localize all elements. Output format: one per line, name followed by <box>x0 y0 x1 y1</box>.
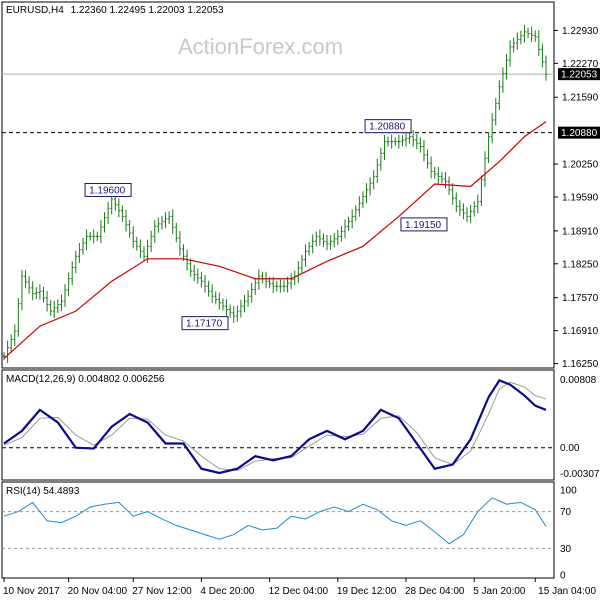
annotation-box <box>400 217 448 232</box>
price-tick-label: 1.16250 <box>562 359 599 370</box>
price-title: EURUSD,H4 1.22360 1.22495 1.22003 1.2205… <box>6 5 224 16</box>
x-tick-label: 27 Nov 12:00 <box>132 586 192 597</box>
annotation-label: 1.19150 <box>405 220 442 231</box>
price-tick-label: 1.20250 <box>562 160 599 171</box>
price-symbol: EURUSD,H4 <box>6 5 64 16</box>
price-tick-label: 1.18250 <box>562 259 599 270</box>
moving-average-line <box>3 121 547 359</box>
rsi-tick-label: 0 <box>560 571 566 582</box>
annotation-label: 1.19600 <box>89 185 126 196</box>
macd-signal-line <box>3 381 547 471</box>
x-tick-label: 28 Dec 04:00 <box>405 586 465 597</box>
price-tick-label: 1.22930 <box>562 26 599 37</box>
watermark: ActionForex.com <box>178 34 343 59</box>
macd-tick-label: 0.00808 <box>560 375 597 386</box>
macd-line <box>3 379 547 475</box>
annotation-box <box>84 182 132 197</box>
price-grid <box>2 73 554 134</box>
price-axis: 1.22930 1.22270 1.21590 1.20250 1.19590 1.189… <box>554 26 600 370</box>
macd-title: MACD(12,26,9) 0.004802 0.006256 <box>6 374 165 385</box>
x-tick-label: 10 Nov 2017 <box>3 586 60 597</box>
rsi-tick-label: 100 <box>560 486 577 497</box>
macd-panel-frame <box>1 369 555 481</box>
macd-tick-label: 0.00 <box>560 443 580 454</box>
macd-axis: 0.00808 0.00 -0.003078 <box>560 375 600 480</box>
rsi-tick-label: 30 <box>560 544 572 555</box>
x-tick-label: 15 Jan 04:00 <box>538 586 596 597</box>
annotation-box <box>364 119 412 134</box>
rsi-line <box>3 497 547 545</box>
x-tick-label: 19 Dec 12:00 <box>337 586 397 597</box>
x-axis: 10 Nov 2017 20 Nov 04:00 27 Nov 12:00 4 Dec… <box>3 578 596 597</box>
rsi-title: RSI(14) 54.4893 <box>6 486 80 497</box>
rsi-axis: 100 70 30 0 <box>560 486 577 582</box>
macd-series-layer <box>2 379 554 475</box>
rsi-series-layer <box>2 497 554 549</box>
annotation-layer: 1.19600 1.17170 1.20880 1.19150 <box>84 119 448 331</box>
x-tick-label: 12 Dec 04:00 <box>269 586 329 597</box>
price-series-layer <box>2 24 548 363</box>
price-tick-label: 1.22270 <box>562 59 599 70</box>
last-price-box <box>558 68 600 81</box>
annotation-label: 1.17170 <box>186 319 223 330</box>
rsi-panel-frame <box>1 481 555 579</box>
price-tick-label: 1.18910 <box>562 226 599 237</box>
price-tick-label: 1.17570 <box>562 293 599 304</box>
x-tick-label: 5 Jan 20:00 <box>473 586 526 597</box>
price-tick-label: 1.19590 <box>562 192 599 203</box>
price-tick-label: 1.21590 <box>562 93 599 104</box>
price-ohlc: 1.22360 1.22495 1.22003 1.22053 <box>71 5 224 16</box>
resistance-label: 1.20880 <box>561 128 598 139</box>
annotation-label: 1.20880 <box>369 122 406 133</box>
price-panel-frame <box>1 1 555 369</box>
rsi-tick-label: 70 <box>560 507 572 518</box>
resistance-box <box>558 126 600 139</box>
price-tick-label: 1.16910 <box>562 326 599 337</box>
x-tick-label: 4 Dec 20:00 <box>200 586 254 597</box>
annotation-box <box>181 316 229 331</box>
macd-tick-label: -0.003078 <box>560 469 600 480</box>
last-price-label: 1.22053 <box>561 70 598 81</box>
x-tick-label: 20 Nov 04:00 <box>68 586 128 597</box>
